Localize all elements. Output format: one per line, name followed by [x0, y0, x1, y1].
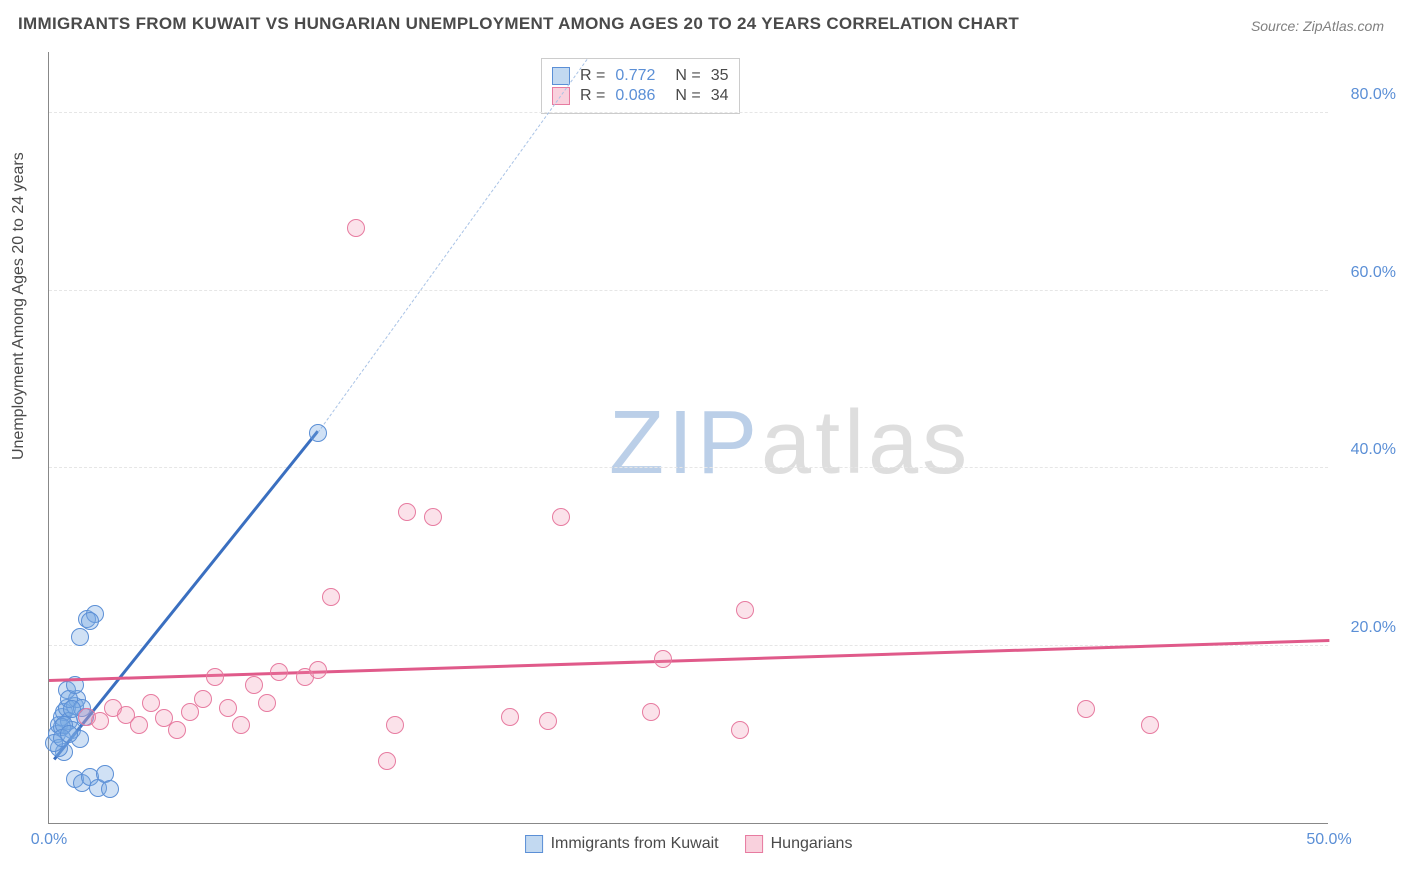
legend-row: R = 0.086 N = 34 [552, 87, 729, 105]
data-point [501, 708, 519, 726]
data-point [642, 703, 660, 721]
gridline [49, 112, 1328, 113]
y-tick-label: 80.0% [1351, 86, 1396, 104]
watermark-prefix: ZIP [609, 393, 761, 493]
data-point [219, 699, 237, 717]
r-label: R = [580, 67, 605, 85]
x-tick-label: 0.0% [31, 831, 67, 849]
data-point [736, 601, 754, 619]
data-point [309, 661, 327, 679]
n-value: 34 [711, 87, 729, 105]
y-tick-label: 60.0% [1351, 264, 1396, 282]
data-point [309, 424, 327, 442]
data-point [194, 690, 212, 708]
data-point [258, 694, 276, 712]
scatter-plot: ZIPatlas R =0.772N =35R =0.086N =34 Immi… [48, 52, 1328, 824]
watermark: ZIPatlas [609, 392, 971, 495]
chart-title: IMMIGRANTS FROM KUWAIT VS HUNGARIAN UNEM… [18, 14, 1019, 34]
data-point [378, 752, 396, 770]
data-point [142, 694, 160, 712]
data-point [731, 721, 749, 739]
data-point [539, 712, 557, 730]
data-point [206, 668, 224, 686]
data-point [347, 219, 365, 237]
legend-label: Immigrants from Kuwait [551, 835, 719, 853]
data-point [654, 650, 672, 668]
correlation-legend: R = 0.772 N = 35 R = 0.086 N = 34 [541, 58, 740, 114]
legend-swatch [525, 835, 543, 853]
n-value: 35 [711, 67, 729, 85]
n-label: N = [675, 67, 700, 85]
gridline [49, 467, 1328, 468]
r-label: R = [580, 87, 605, 105]
y-tick-label: 40.0% [1351, 441, 1396, 459]
gridline [49, 290, 1328, 291]
legend-item: Immigrants from Kuwait [525, 835, 719, 853]
r-value: 0.772 [615, 67, 655, 85]
x-tick-label: 50.0% [1306, 831, 1351, 849]
data-point [245, 676, 263, 694]
watermark-suffix: atlas [761, 393, 971, 493]
data-point [168, 721, 186, 739]
data-point [1077, 700, 1095, 718]
data-point [130, 716, 148, 734]
data-point [1141, 716, 1159, 734]
data-point [398, 503, 416, 521]
n-label: N = [675, 87, 700, 105]
data-point [322, 588, 340, 606]
data-point [60, 725, 78, 743]
trend-line [317, 59, 587, 432]
data-point [386, 716, 404, 734]
r-value: 0.086 [615, 87, 655, 105]
y-tick-label: 20.0% [1351, 619, 1396, 637]
y-axis-label: Unemployment Among Ages 20 to 24 years [10, 152, 28, 460]
data-point [424, 508, 442, 526]
legend-swatch [552, 67, 570, 85]
legend-item: Hungarians [745, 835, 853, 853]
data-point [270, 663, 288, 681]
data-point [81, 612, 99, 630]
series-legend: Immigrants from Kuwait Hungarians [525, 835, 853, 853]
data-point [101, 780, 119, 798]
source-label: Source: ZipAtlas.com [1251, 18, 1384, 34]
data-point [552, 508, 570, 526]
legend-swatch [745, 835, 763, 853]
data-point [71, 628, 89, 646]
legend-label: Hungarians [771, 835, 853, 853]
data-point [232, 716, 250, 734]
